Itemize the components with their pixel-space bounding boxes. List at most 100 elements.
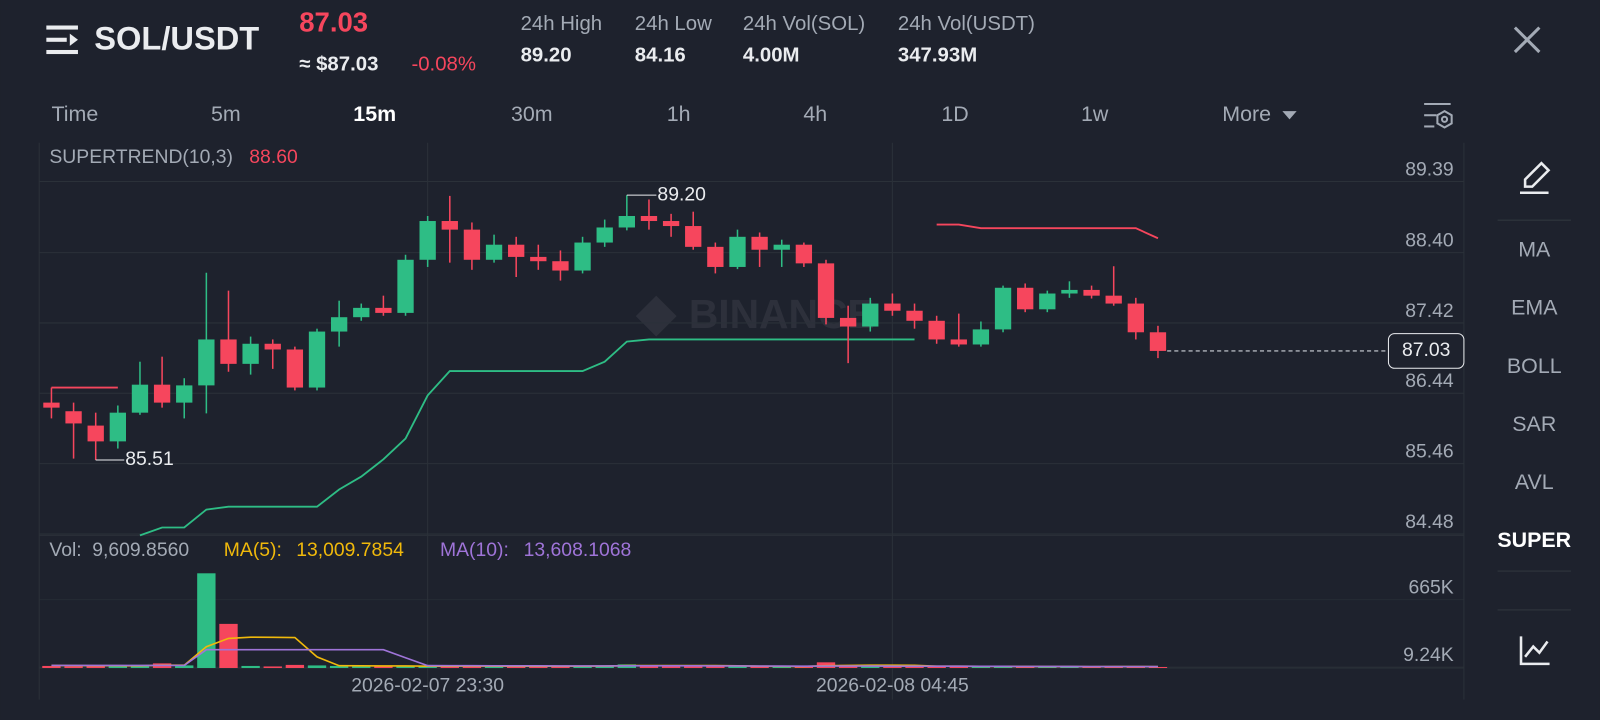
stats: 24h High 89.20 24h Low 84.16 24h Vol(SOL) 4.0… bbox=[521, 13, 1035, 67]
volume-bar bbox=[352, 666, 371, 668]
candle-body bbox=[596, 227, 613, 243]
candle-body bbox=[397, 259, 414, 313]
stat-value: 89.20 bbox=[521, 44, 572, 66]
volume-bar bbox=[175, 665, 194, 668]
volume-bar bbox=[241, 665, 260, 668]
volume-bar bbox=[573, 665, 592, 668]
interval-tab[interactable]: 1w bbox=[1081, 102, 1109, 126]
volume-bar bbox=[551, 666, 570, 668]
volume-bar bbox=[1038, 666, 1057, 668]
interval-tab[interactable]: 1D bbox=[941, 102, 968, 126]
legend-value: 13,608.1068 bbox=[524, 539, 632, 561]
legend-name: Vol: bbox=[49, 539, 81, 561]
interval-tab[interactable]: 4h bbox=[803, 102, 827, 126]
candle-body bbox=[862, 303, 879, 327]
legend-value: 9,609.8560 bbox=[92, 539, 189, 561]
volume-bar bbox=[661, 665, 681, 668]
stat-value: 84.16 bbox=[635, 44, 686, 66]
candle-body bbox=[618, 215, 635, 228]
candle-body bbox=[463, 229, 481, 260]
candle-body bbox=[308, 331, 326, 388]
volume-bar bbox=[883, 666, 902, 668]
volume-bar bbox=[64, 666, 83, 668]
candle-body bbox=[1149, 332, 1167, 351]
indicator-tab[interactable]: MA bbox=[1518, 238, 1551, 262]
chart-settings-icon[interactable] bbox=[1424, 103, 1453, 129]
plot: 89.39 88.40 87.42 86.44 85.46 84.48 2026-02-07… bbox=[39, 142, 1465, 700]
candle-body bbox=[972, 329, 990, 345]
y-tick-label: 84.48 bbox=[1405, 511, 1453, 533]
indicator-tab[interactable]: BOLL bbox=[1507, 354, 1562, 378]
draw-tool-icon[interactable] bbox=[1520, 161, 1551, 195]
supertrend-line bbox=[936, 223, 1159, 240]
y-tick-label: 86.44 bbox=[1405, 370, 1454, 392]
stat-value: 4.00M bbox=[743, 44, 800, 66]
candle-body bbox=[530, 256, 547, 262]
interval-tab[interactable]: More bbox=[1222, 102, 1271, 126]
volume-bar bbox=[396, 665, 415, 668]
candle-body bbox=[729, 236, 746, 267]
candle-body bbox=[330, 317, 348, 332]
menu-icon[interactable] bbox=[46, 25, 78, 55]
volume-bar bbox=[42, 665, 61, 668]
volume-bar bbox=[219, 623, 238, 668]
candle-body bbox=[795, 244, 813, 264]
indicator-tab[interactable]: SUPER bbox=[1497, 528, 1571, 552]
indicator-name: SUPERTREND(10,3) bbox=[49, 146, 233, 168]
stat-label: 24h Low bbox=[635, 13, 712, 35]
volume-bar bbox=[1148, 667, 1168, 668]
candle-body bbox=[773, 244, 790, 250]
indicator-tab[interactable]: AVL bbox=[1515, 470, 1554, 494]
interval-tab[interactable]: 1h bbox=[667, 102, 691, 126]
candle-body bbox=[419, 221, 436, 260]
candle-body bbox=[751, 236, 768, 250]
indicator-value: 88.60 bbox=[249, 146, 298, 168]
interval-tab[interactable]: 5m bbox=[211, 102, 241, 126]
indicator-tab[interactable]: EMA bbox=[1511, 296, 1558, 320]
x-tick-label: 2026-02-07 23:30 bbox=[351, 674, 504, 696]
y-tick-label: 85.46 bbox=[1405, 441, 1453, 463]
volume-bar bbox=[418, 666, 437, 668]
indicator-tab[interactable]: SAR bbox=[1512, 412, 1556, 436]
candle-body bbox=[375, 307, 392, 313]
volume-bar bbox=[529, 666, 548, 668]
candle-body bbox=[552, 261, 569, 271]
stat-label: 24h Vol(USDT) bbox=[898, 13, 1035, 35]
interval-tab[interactable]: 15m bbox=[353, 102, 396, 126]
candle-body bbox=[950, 339, 967, 345]
candle-body bbox=[87, 425, 104, 442]
stat-label: 24h Vol(SOL) bbox=[743, 13, 865, 35]
candle-body bbox=[508, 244, 525, 257]
chart-type-icon[interactable] bbox=[1519, 636, 1550, 666]
price-change: -0.08% bbox=[411, 54, 476, 76]
candle-body bbox=[928, 320, 945, 340]
y-tick-label: 9.24K bbox=[1403, 644, 1454, 666]
interval-tabs: Time 5m 15m 30m 1h 4h 1D 1w More bbox=[52, 102, 1272, 126]
candle-body bbox=[131, 384, 149, 413]
candle-body bbox=[1061, 289, 1078, 294]
interval-tab[interactable]: Time bbox=[52, 102, 99, 126]
volume-bar bbox=[329, 665, 349, 668]
candle-body bbox=[65, 411, 82, 424]
legend-name: MA(5): bbox=[224, 539, 282, 561]
candle-body bbox=[485, 244, 503, 260]
candle-body bbox=[817, 263, 835, 318]
legend-name: MA(10): bbox=[440, 539, 509, 561]
legend-value: 13,009.7854 bbox=[296, 539, 404, 561]
close-button[interactable] bbox=[1513, 26, 1541, 54]
pair-name[interactable]: SOL/USDT bbox=[94, 19, 259, 56]
y-tick-label: 87.42 bbox=[1405, 300, 1453, 322]
candle-body bbox=[264, 343, 281, 350]
volume-bar bbox=[861, 665, 880, 668]
volume-bar bbox=[772, 666, 791, 668]
interval-tab[interactable]: 30m bbox=[511, 102, 553, 126]
volume-bar bbox=[86, 665, 105, 668]
candle-body bbox=[153, 384, 171, 403]
low-label: 85.51 bbox=[125, 448, 173, 470]
volume-bar bbox=[684, 666, 703, 668]
last-price-box bbox=[1387, 333, 1465, 369]
volume-bar bbox=[927, 666, 946, 668]
candle-body bbox=[198, 339, 215, 386]
candle-body bbox=[1017, 287, 1034, 310]
